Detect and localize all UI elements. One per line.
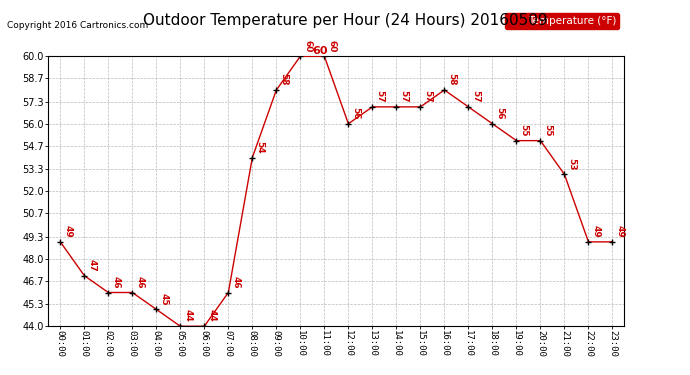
Legend: Temperature (°F): Temperature (°F) [505,13,619,29]
Text: 57: 57 [471,90,480,103]
Text: 54: 54 [255,141,264,153]
Text: 47: 47 [87,259,96,272]
Text: Outdoor Temperature per Hour (24 Hours) 20160509: Outdoor Temperature per Hour (24 Hours) … [143,13,547,28]
Text: 58: 58 [279,73,288,86]
Text: 55: 55 [543,124,552,136]
Text: 58: 58 [447,73,456,86]
Text: 56: 56 [351,107,360,120]
Text: 45: 45 [159,292,168,305]
Text: 57: 57 [423,90,432,103]
Text: Copyright 2016 Cartronics.com: Copyright 2016 Cartronics.com [7,21,148,30]
Text: 44: 44 [184,309,193,322]
Text: 44: 44 [207,309,216,322]
Text: 57: 57 [400,90,408,103]
Text: 46: 46 [111,276,120,288]
Text: 56: 56 [495,107,504,120]
Text: 60: 60 [327,40,336,52]
Text: 49: 49 [591,225,600,238]
Text: 57: 57 [375,90,384,103]
Text: 49: 49 [63,225,72,238]
Text: 60: 60 [313,46,328,56]
Text: 55: 55 [520,124,529,136]
Text: 49: 49 [615,225,624,238]
Text: 60: 60 [303,40,313,52]
Text: 46: 46 [135,276,144,288]
Text: 53: 53 [567,158,576,170]
Text: 46: 46 [231,276,240,288]
